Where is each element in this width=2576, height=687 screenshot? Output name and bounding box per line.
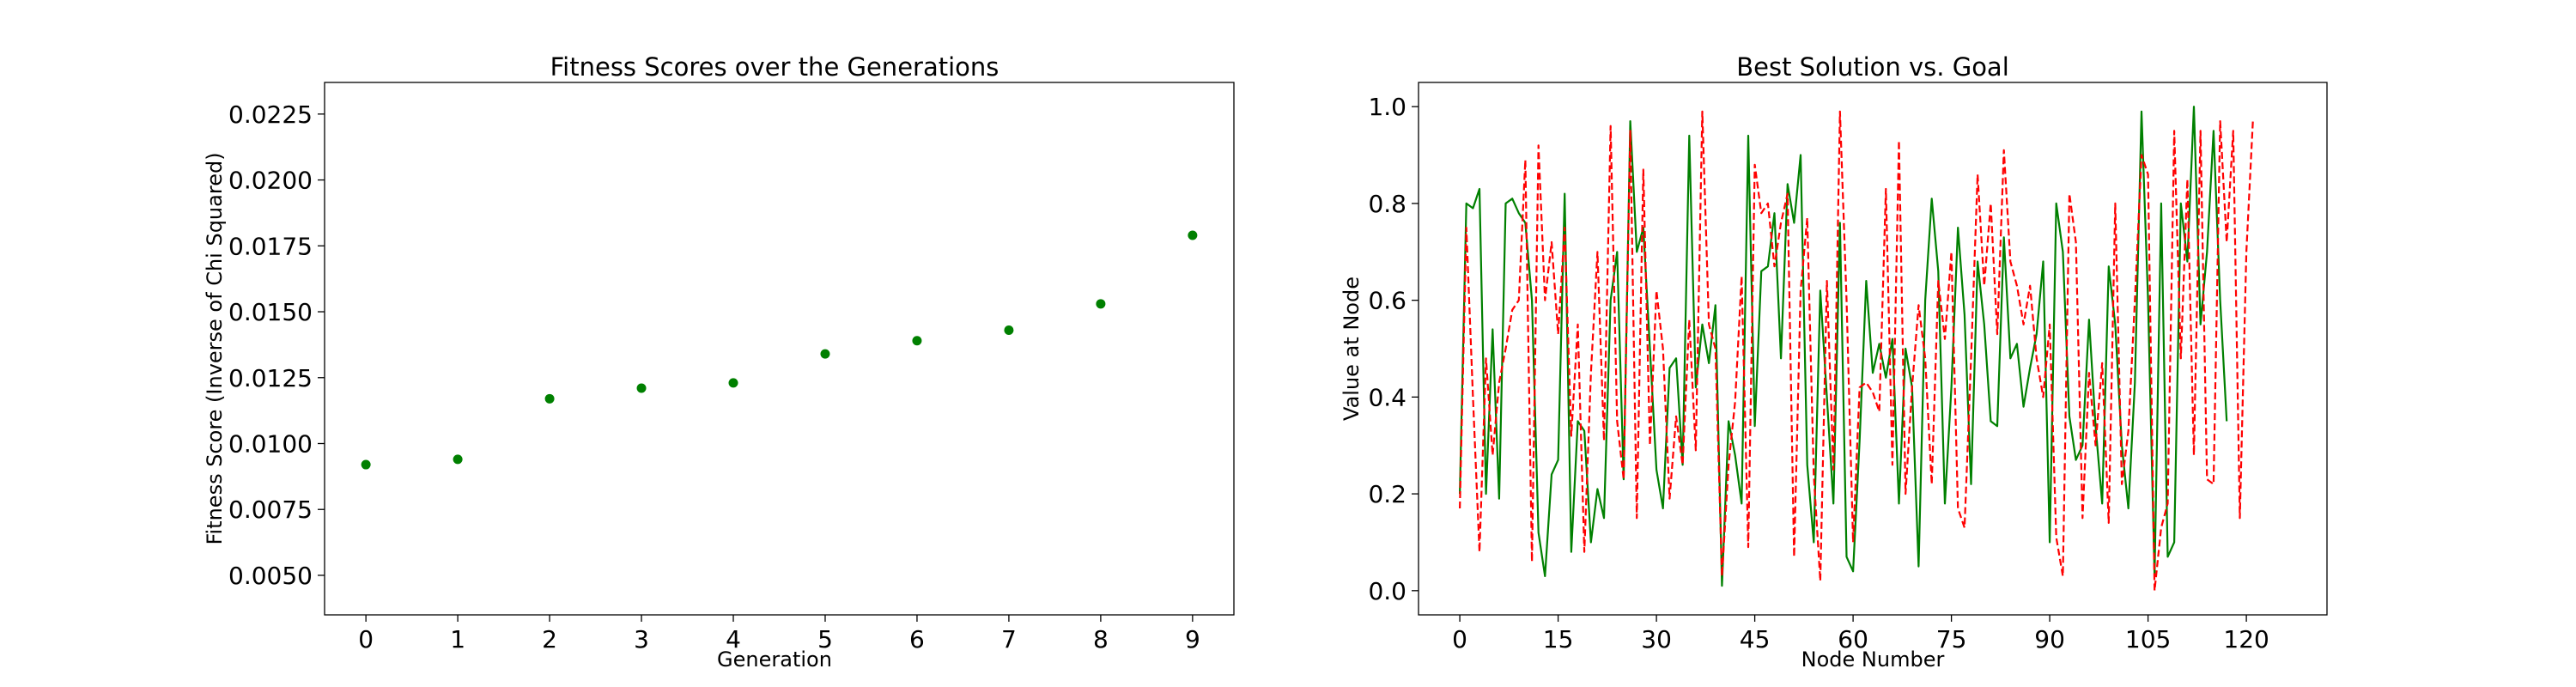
right-chart-xlabel: Node Number [1801, 647, 1945, 672]
y-tick-label: 0.0150 [228, 298, 313, 326]
x-tick-label: 0 [1452, 625, 1467, 654]
y-tick-label: 0.8 [1368, 190, 1406, 218]
y-tick-label: 0.2 [1368, 480, 1406, 508]
y-tick-label: 0.0075 [228, 495, 313, 524]
x-tick-label: 9 [1185, 625, 1200, 654]
x-tick-label: 5 [817, 625, 833, 654]
y-tick-label: 0.0175 [228, 232, 313, 260]
goal-line [1459, 110, 2254, 592]
data-point [728, 378, 738, 388]
data-point [453, 454, 463, 465]
x-tick-label: 3 [634, 625, 649, 654]
x-tick-label: 1 [450, 625, 465, 654]
data-point [544, 393, 555, 404]
y-tick-label: 0.4 [1368, 383, 1406, 411]
y-tick-label: 0.0 [1368, 577, 1406, 605]
data-point [1096, 299, 1106, 309]
left-chart-title: Fitness Scores over the Generations [550, 52, 999, 82]
left-chart-xlabel: Generation [717, 647, 832, 672]
x-tick-label: 7 [1001, 625, 1017, 654]
y-tick-label: 0.0125 [228, 364, 313, 392]
right-chart: Best Solution vs. Goal Node Number Value… [1340, 52, 2328, 672]
data-point [1004, 325, 1014, 336]
x-tick-label: 6 [909, 625, 925, 654]
y-tick-label: 0.0100 [228, 429, 313, 458]
data-point [820, 349, 830, 359]
data-point [361, 459, 371, 470]
data-point [912, 336, 922, 346]
left-chart-ylabel: Fitness Score (Inverse of Chi Squared) [203, 152, 227, 544]
x-tick-label: 45 [1740, 625, 1771, 654]
x-tick-label: 120 [2223, 625, 2269, 654]
right-chart-title: Best Solution vs. Goal [1736, 52, 2009, 82]
x-tick-label: 105 [2125, 625, 2171, 654]
data-point [636, 383, 647, 393]
x-tick-label: 60 [1838, 625, 1868, 654]
x-tick-label: 0 [358, 625, 374, 654]
left-chart: Fitness Scores over the Generations Gene… [203, 52, 1235, 672]
x-tick-label: 2 [542, 625, 557, 654]
x-tick-label: 4 [726, 625, 741, 654]
y-tick-label: 0.0200 [228, 167, 313, 195]
x-tick-label: 8 [1093, 625, 1109, 654]
data-point [1188, 230, 1198, 240]
x-tick-label: 75 [1936, 625, 1967, 654]
right-chart-ylabel: Value at Node [1340, 277, 1364, 421]
x-tick-label: 30 [1641, 625, 1672, 654]
x-tick-label: 15 [1543, 625, 1574, 654]
y-tick-label: 0.0225 [228, 100, 313, 129]
plot-frame [324, 82, 1235, 616]
best-solution-line [1459, 106, 2228, 587]
y-tick-label: 0.6 [1368, 287, 1406, 315]
y-tick-label: 0.0050 [228, 562, 313, 590]
y-tick-label: 1.0 [1368, 93, 1406, 121]
x-tick-label: 90 [2034, 625, 2065, 654]
plot-frame [1418, 82, 2328, 616]
